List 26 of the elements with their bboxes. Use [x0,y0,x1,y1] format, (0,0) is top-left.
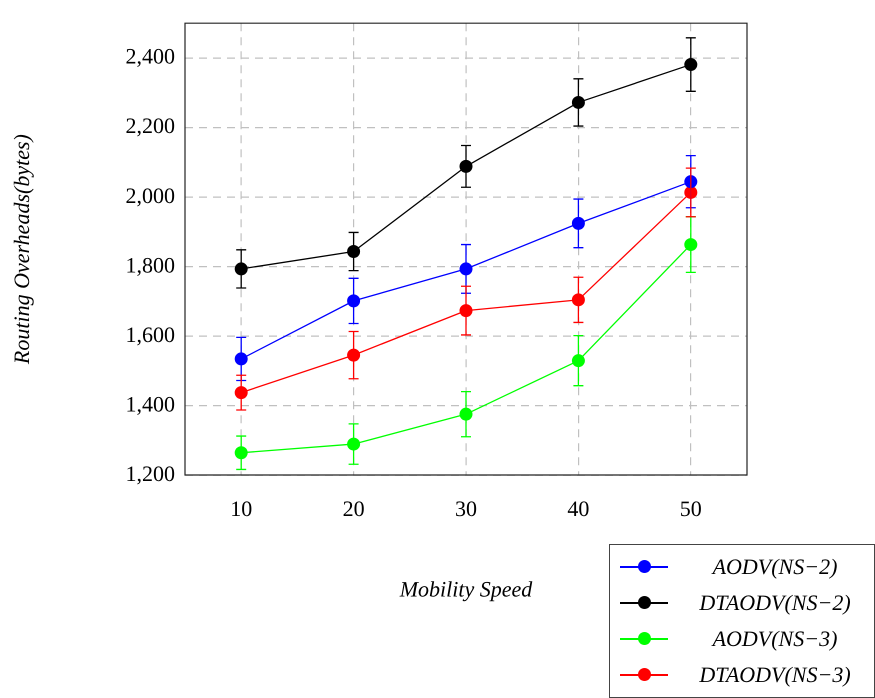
legend-label: DTAODV(NS−2) [698,590,852,616]
y-tick-label: 1,800 [126,252,175,278]
x-tick-label: 20 [342,496,365,521]
point [460,160,472,173]
point [572,293,585,306]
point [460,304,472,318]
legend-label: DTAODV(NS−3) [698,662,852,688]
point [460,408,472,421]
y-tick-label: 1,200 [126,460,175,486]
legend-label: AODV(NS−2) [710,554,838,580]
y-axis-title: Routing Overheads(bytes) [8,134,34,366]
x-axis-title: Mobility Speed [398,576,534,602]
x-tick-label: 40 [567,496,590,521]
y-tick-label: 2,200 [126,113,175,138]
x-tick-label: 30 [455,496,477,521]
x-tick-label: 10 [230,496,252,521]
y-tick-label: 1,600 [126,322,175,347]
point [460,262,472,276]
point [572,354,585,368]
y-tick-label: 2,400 [126,44,175,69]
y-tick-label: 2,000 [126,182,175,208]
y-tick-label: 1,400 [126,391,175,416]
legend-label: AODV(NS−3) [710,626,838,652]
point [572,216,585,230]
x-tick-label: 50 [680,496,702,521]
point [572,96,585,109]
